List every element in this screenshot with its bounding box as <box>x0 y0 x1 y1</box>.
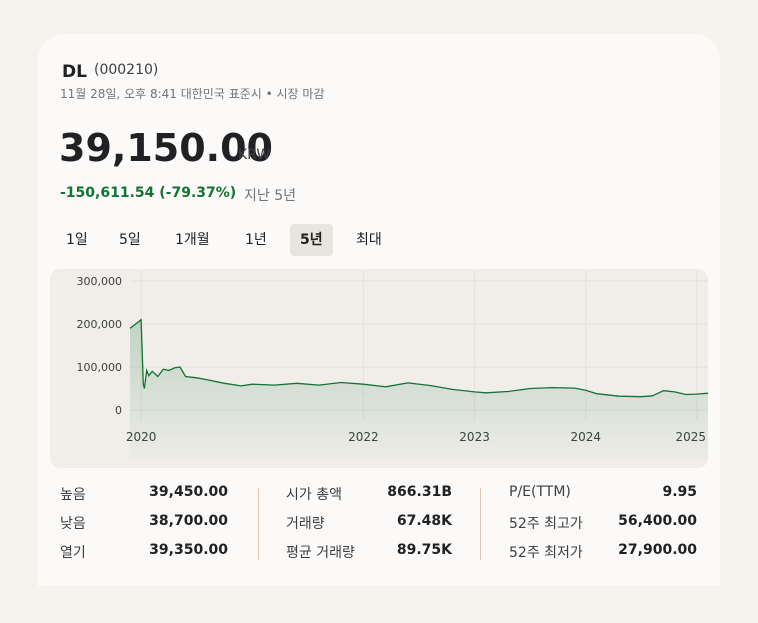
stock-card: DL (000210) 11월 28일, 오후 8:41 대한민국 표준시 • … <box>38 34 720 586</box>
stat-row-low: 낮음 38,700.00 <box>60 513 228 535</box>
stat-label: 52주 최고가 <box>509 516 583 532</box>
change-period: 지난 5년 <box>244 188 296 204</box>
stat-value: 89.75K <box>396 542 452 558</box>
stat-label: 높음 <box>60 487 86 503</box>
tab-1-day[interactable]: 1일 <box>66 232 88 248</box>
stat-label: 평균 거래량 <box>286 545 355 561</box>
stats-column-3: P/E(TTM) 9.95 52주 최고가 56,400.00 52주 최저가 … <box>509 482 697 572</box>
y-tick-label: 200,000 <box>77 318 123 331</box>
stat-label: P/E(TTM) <box>509 484 571 500</box>
tab-1-year[interactable]: 1년 <box>245 232 267 248</box>
stat-row-open: 열기 39,350.00 <box>60 542 228 564</box>
stat-label: 시가 총액 <box>286 487 342 503</box>
stat-label: 열기 <box>60 545 86 561</box>
stat-value: 27,900.00 <box>618 542 697 558</box>
market-timestamp: 11월 28일, 오후 8:41 대한민국 표준시 • 시장 마감 <box>60 87 325 101</box>
tab-1-month[interactable]: 1개월 <box>175 232 210 248</box>
stat-label: 낮음 <box>60 516 86 532</box>
tab-5-day[interactable]: 5일 <box>119 232 141 248</box>
price-change: -150,611.54 (-79.37%) <box>60 185 237 201</box>
stat-value: 39,450.00 <box>149 484 228 500</box>
stat-row-high: 높음 39,450.00 <box>60 484 228 506</box>
y-tick-label: 300,000 <box>77 275 123 288</box>
current-price: 39,150.00 <box>59 126 273 170</box>
stock-name: DL <box>62 62 87 82</box>
stat-value: 56,400.00 <box>618 513 697 529</box>
stat-row-52w-low: 52주 최저가 27,900.00 <box>509 542 697 564</box>
stat-row-market-cap: 시가 총액 866.31B <box>286 484 452 506</box>
stat-label: 거래량 <box>286 516 325 532</box>
stat-row-volume: 거래량 67.48K <box>286 513 452 535</box>
stat-row-52w-high: 52주 최고가 56,400.00 <box>509 513 697 535</box>
stats-column-2: 시가 총액 866.31B 거래량 67.48K 평균 거래량 89.75K <box>286 482 452 572</box>
stat-value: 9.95 <box>662 484 697 500</box>
stats-divider <box>480 488 481 560</box>
stat-value: 38,700.00 <box>149 513 228 529</box>
y-tick-label: 100,000 <box>77 361 123 374</box>
stat-value: 866.31B <box>387 484 452 500</box>
tab-5-year[interactable]: 5년 <box>290 224 333 256</box>
tab-max[interactable]: 최대 <box>356 232 382 248</box>
stat-row-pe: P/E(TTM) 9.95 <box>509 484 697 506</box>
stat-value: 39,350.00 <box>149 542 228 558</box>
y-tick-label: 0 <box>115 404 122 417</box>
price-area <box>130 319 708 460</box>
stat-label: 52주 최저가 <box>509 545 583 561</box>
stock-code: (000210) <box>94 62 159 78</box>
stat-row-avg-volume: 평균 거래량 89.75K <box>286 542 452 564</box>
stats-divider <box>258 488 259 560</box>
stat-value: 67.48K <box>396 513 452 529</box>
stats-column-1: 높음 39,450.00 낮음 38,700.00 열기 39,350.00 <box>60 482 228 572</box>
currency-label: KRW <box>238 147 271 163</box>
stats-panel: 높음 39,450.00 낮음 38,700.00 열기 39,350.00 시… <box>60 482 700 572</box>
price-line <box>129 318 708 398</box>
